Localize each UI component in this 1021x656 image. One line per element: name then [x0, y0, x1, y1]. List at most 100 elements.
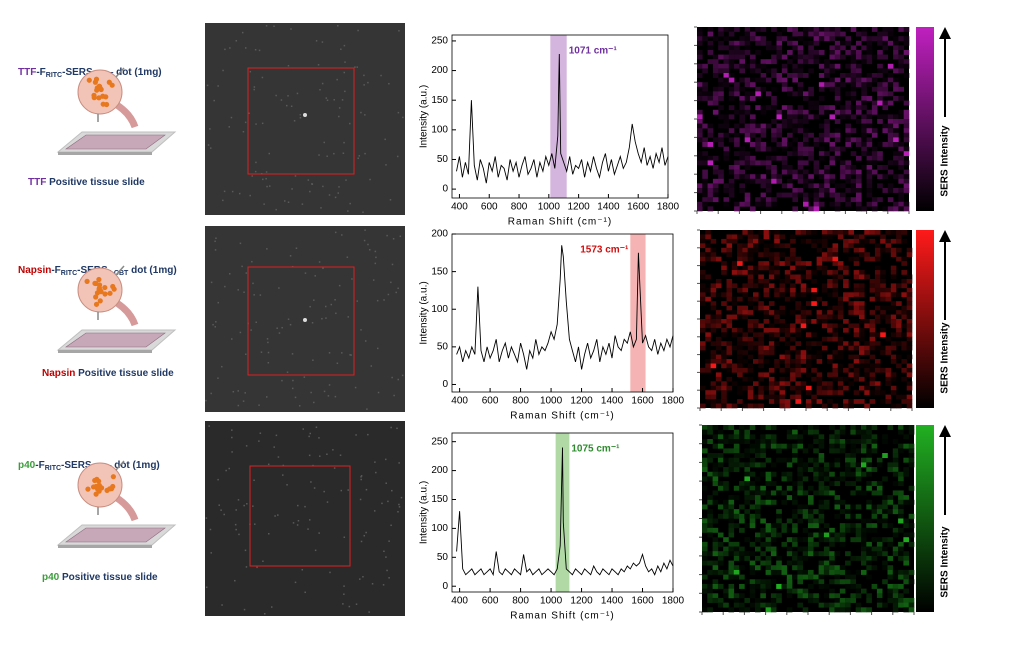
- map-pixel: [837, 310, 844, 315]
- map-pixel: [823, 565, 830, 571]
- map-pixel: [755, 565, 761, 571]
- map-pixel: [800, 310, 807, 315]
- image-speck: [308, 454, 311, 457]
- map-pixel: [818, 574, 825, 580]
- map-pixel: [882, 27, 889, 32]
- map-pixel: [755, 137, 761, 143]
- map-pixel: [728, 560, 735, 566]
- map-pixel: [816, 354, 823, 360]
- map-pixel: [853, 363, 860, 369]
- image-speck: [326, 501, 329, 503]
- map-pixel: [861, 36, 867, 42]
- map-pixel: [874, 314, 881, 320]
- map-pixel: [827, 336, 833, 342]
- map-pixel: [861, 607, 867, 613]
- y-tick-label: 100: [431, 523, 448, 534]
- map-pixel: [702, 555, 708, 561]
- map-pixel: [802, 467, 809, 473]
- map-pixel: [829, 68, 836, 74]
- image-speck: [311, 322, 314, 324]
- map-pixel: [755, 490, 761, 496]
- map-pixel: [768, 270, 775, 275]
- map-pixel: [834, 146, 841, 152]
- map-pixel: [734, 86, 740, 92]
- nanoparticle-dot: [86, 77, 92, 83]
- map-pixel: [824, 82, 830, 88]
- map-pixel: [908, 462, 915, 468]
- map-pixel: [707, 509, 713, 515]
- y-tick-label: 200: [431, 229, 448, 240]
- map-pixel: [784, 403, 791, 409]
- highlight-band: [630, 234, 646, 392]
- map-pixel: [813, 597, 819, 603]
- map-pixel: [829, 555, 835, 561]
- map-pixel: [771, 54, 777, 60]
- map-pixel: [726, 385, 733, 391]
- map-pixel: [898, 602, 904, 608]
- map-pixel: [774, 359, 780, 364]
- map-pixel: [893, 50, 899, 55]
- image-speck: [255, 123, 257, 125]
- map-pixel: [871, 100, 878, 106]
- map-pixel: [728, 574, 735, 580]
- map-pixel: [866, 201, 873, 207]
- colorbar-arrowhead: [939, 27, 951, 39]
- map-pixel: [765, 527, 772, 533]
- map-pixel: [739, 481, 745, 487]
- image-speck: [294, 396, 297, 399]
- map-pixel: [749, 560, 756, 566]
- map-pixel: [744, 132, 751, 138]
- map-pixel: [792, 490, 798, 496]
- map-pixel: [776, 77, 783, 83]
- map-pixel: [723, 481, 729, 487]
- map-pixel: [887, 114, 894, 120]
- map-pixel: [908, 499, 915, 505]
- probe-sers: -SERS: [61, 460, 92, 471]
- image-speck: [390, 524, 392, 527]
- map-pixel: [755, 513, 761, 519]
- map-pixel: [803, 178, 809, 184]
- map-pixel: [771, 100, 777, 106]
- map-pixel: [871, 555, 878, 561]
- map-pixel: [760, 27, 767, 32]
- map-pixel: [864, 319, 870, 324]
- image-speck: [364, 152, 366, 155]
- map-pixel: [795, 265, 801, 271]
- map-pixel: [758, 354, 764, 360]
- map-pixel: [874, 256, 881, 262]
- nanoparticle-dot: [107, 290, 113, 296]
- map-pixel: [707, 123, 714, 129]
- map-pixel: [898, 63, 904, 69]
- x-tick-label: 600: [482, 596, 499, 607]
- map-pixel: [892, 439, 899, 444]
- image-speck: [223, 513, 225, 516]
- map-pixel: [818, 192, 825, 198]
- map-pixel: [771, 201, 777, 207]
- map-pixel: [840, 105, 846, 111]
- map-pixel: [834, 183, 841, 189]
- map-pixel: [866, 429, 872, 435]
- map-pixel: [786, 607, 793, 613]
- map-pixel: [824, 192, 830, 198]
- image-speck: [385, 556, 387, 558]
- map-pixel: [717, 555, 724, 561]
- image-speck: [323, 390, 326, 393]
- map-pixel: [728, 546, 735, 552]
- image-speck: [287, 95, 289, 97]
- map-pixel: [856, 174, 862, 180]
- map-pixel: [781, 63, 788, 69]
- map-pixel: [839, 588, 846, 594]
- sers-map: [700, 230, 913, 409]
- map-pixel: [885, 230, 892, 235]
- map-pixel: [723, 425, 729, 430]
- map-pixel: [808, 155, 814, 161]
- map-pixel: [829, 490, 835, 496]
- map-pixel: [855, 429, 862, 435]
- map-pixel: [855, 569, 862, 575]
- map-pixel: [702, 197, 708, 203]
- image-speck: [214, 249, 217, 251]
- map-pixel: [845, 188, 851, 193]
- map-pixel: [893, 151, 899, 157]
- map-pixel: [710, 238, 717, 244]
- map-pixel: [845, 105, 851, 111]
